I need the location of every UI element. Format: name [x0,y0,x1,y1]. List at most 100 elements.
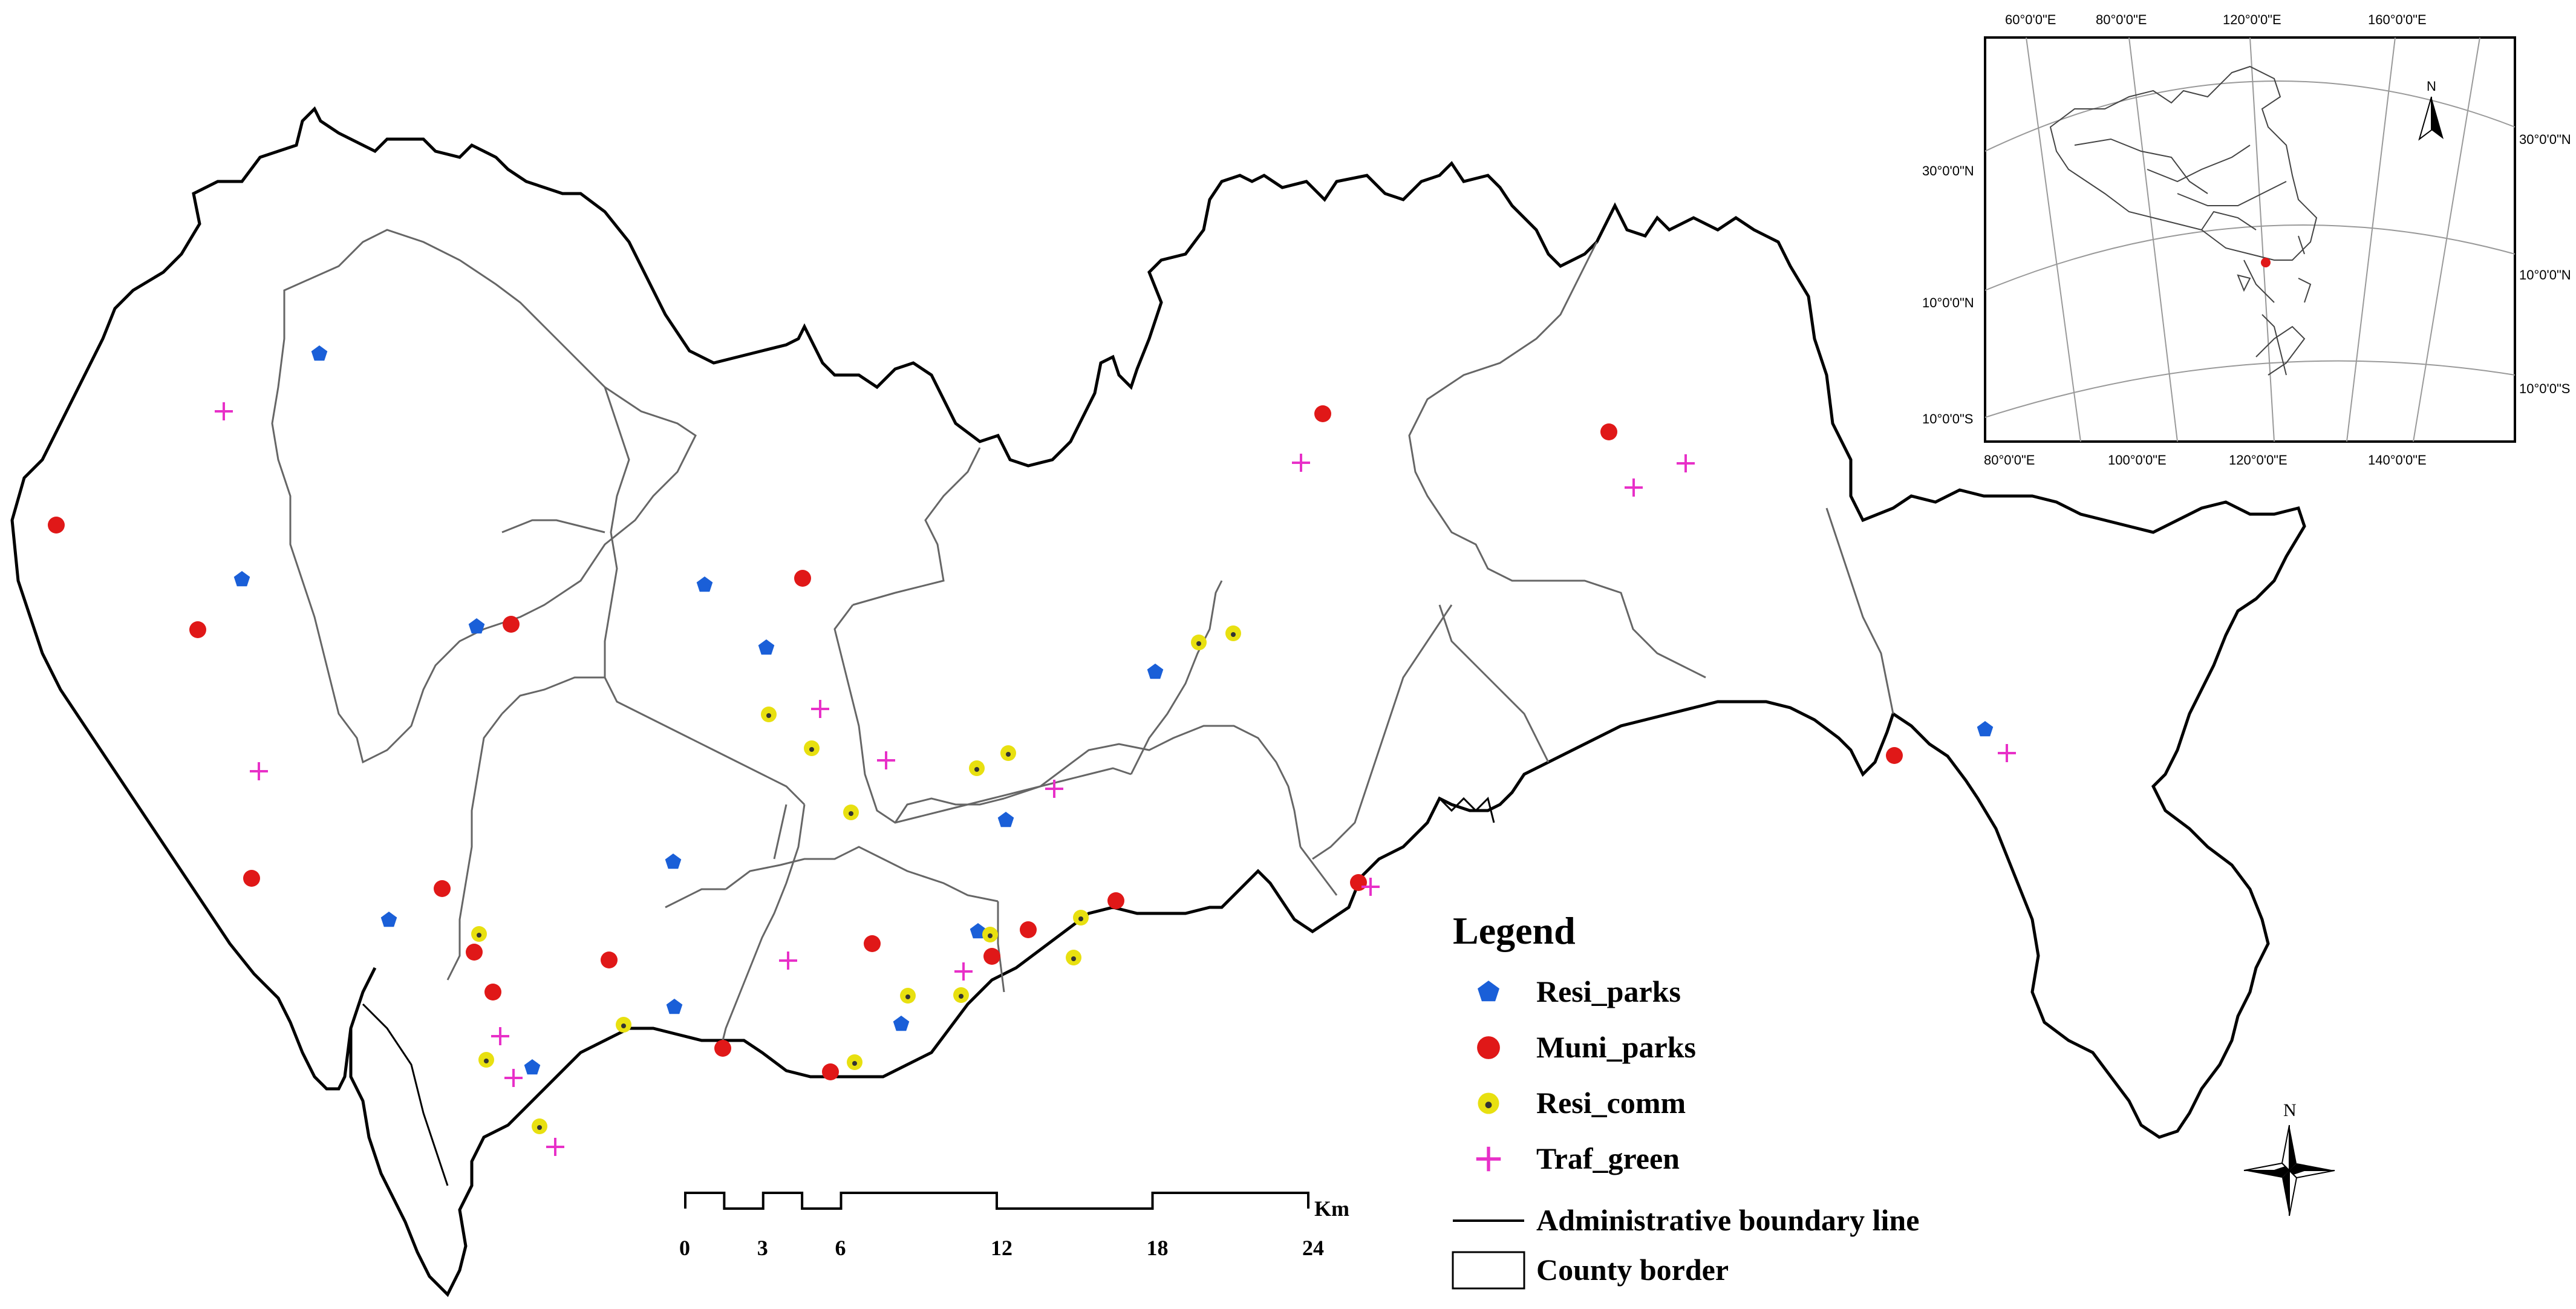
north-label: N [2283,1100,2297,1120]
muni-parks-point [1350,874,1367,891]
resi-comm-point [532,1118,547,1134]
scale-tick-label: 3 [757,1236,768,1260]
scale-bar-line [684,1192,1309,1210]
legend-symbol-muni-parks [1477,1036,1500,1059]
resi-comm-point [1066,950,1081,965]
points-layer [48,345,2016,1156]
traf-green-point [1361,878,1380,896]
inset-left-lat-label: 10°0'0"N [1922,295,1974,310]
legend: Legend Resi_parks Muni_parks Resi_comm Traf… [1452,909,1919,1290]
muni-parks-point [243,870,260,887]
resi-parks-point [468,618,485,634]
muni-parks-point [1314,405,1331,422]
scale-bar: 0 3 6 12 18 24 Km [679,1192,1349,1260]
resi-comm-point [1073,910,1089,925]
legend-boundary-label: Administrative boundary line [1536,1203,1919,1237]
resi-parks-point [758,639,775,655]
muni-parks-point [466,944,483,961]
resi-comm-point [969,760,985,776]
muni-parks-point [822,1063,839,1080]
traf-green-point [504,1069,523,1087]
traf-green-point [1045,780,1063,798]
legend-symbol-resi-parks [1478,981,1499,1002]
resi-comm-point [804,740,820,756]
muni-parks-point [189,621,206,638]
muni-parks-point [714,1040,731,1057]
muni-parks-point [864,935,881,952]
resi-comm-point [471,926,487,942]
resi-parks-point [380,912,397,927]
traf-green-point [215,402,233,420]
bay-outline [362,1003,449,1186]
resi-parks-point [311,345,328,361]
traf-green-point [1292,454,1310,472]
resi-comm-point [478,1052,494,1068]
inset-bottom-lon-label: 80°0'0"E [1984,452,2035,468]
legend-county-label: County border [1536,1253,1729,1287]
muni-parks-point [1600,423,1617,440]
muni-parks-point [1107,892,1124,909]
resi-parks-point [893,1016,910,1031]
inset-top-lon-label: 80°0'0"E [2096,12,2147,27]
inset-left-lat-label: 30°0'0"N [1922,163,1974,178]
traf-green-point [1625,478,1643,497]
resi-comm-point [847,1054,862,1070]
resi-parks-point [696,576,713,592]
north-arrow: N [2243,1100,2335,1216]
muni-parks-point [484,984,501,1001]
legend-county-symbol [1452,1251,1525,1290]
scale-unit-label: Km [1314,1196,1349,1221]
resi-comm-point [982,927,998,942]
traf-green-point [1677,454,1695,472]
traf-green-point [1998,744,2016,762]
legend-title: Legend [1453,909,1576,952]
traf-green-point [491,1027,509,1045]
resi-parks-point [524,1059,541,1075]
resi-comm-point [843,805,859,820]
legend-label-traf-green: Traf_green [1536,1141,1680,1175]
traf-green-point [877,751,895,769]
inset-map: N 60°0'0"E 80°0'0"E 120°0'0"E 160°0'0"E 80°0… [1922,12,2571,468]
inset-right-lat-label: 10°0'0"N [2519,267,2571,282]
resi-parks-point [233,571,250,587]
resi-comm-point [1225,625,1241,641]
resi-comm-point [616,1017,631,1033]
muni-parks-point [601,952,618,968]
resi-comm-point [953,987,969,1003]
inset-top-lon-label: 60°0'0"E [2005,12,2056,27]
outer-boundary [10,106,2306,1298]
legend-label-resi-parks: Resi_parks [1536,974,1681,1008]
resi-parks-point [997,812,1014,828]
scale-tick-label: 12 [991,1236,1012,1260]
resi-parks-point [970,923,986,939]
inset-north-label: N [2427,79,2436,94]
traf-green-point [811,700,829,718]
scale-tick-label: 24 [1302,1236,1324,1260]
legend-symbol-traf-green [1476,1146,1501,1172]
scale-tick-label: 6 [835,1236,846,1260]
resi-parks-point [1977,721,1994,737]
traf-green-point [546,1138,564,1156]
inset-bottom-lon-label: 120°0'0"E [2229,452,2287,468]
inset-north-arrow: N [2418,79,2444,141]
muni-parks-point [1020,921,1037,938]
resi-comm-point [1000,745,1016,761]
muni-parks-point [48,517,65,534]
inset-top-lon-label: 160°0'0"E [2368,12,2427,27]
traf-green-point [250,762,268,780]
resi-parks-point [665,854,682,869]
muni-parks-point [503,616,520,633]
inset-bottom-lon-label: 140°0'0"E [2368,452,2427,468]
resi-comm-point [761,707,777,722]
resi-comm-point [1191,635,1207,650]
muni-parks-point [983,948,1000,965]
inset-left-lat-label: 10°0'0"S [1922,411,1973,426]
inset-bottom-lon-label: 100°0'0"E [2108,452,2167,468]
muni-parks-point [434,880,451,897]
muni-parks-point [1886,747,1903,764]
pier-outline [1438,797,1495,823]
traf-green-point [954,962,973,981]
legend-label-resi-comm: Resi_comm [1536,1086,1686,1120]
inset-right-lat-label: 30°0'0"N [2519,132,2571,147]
